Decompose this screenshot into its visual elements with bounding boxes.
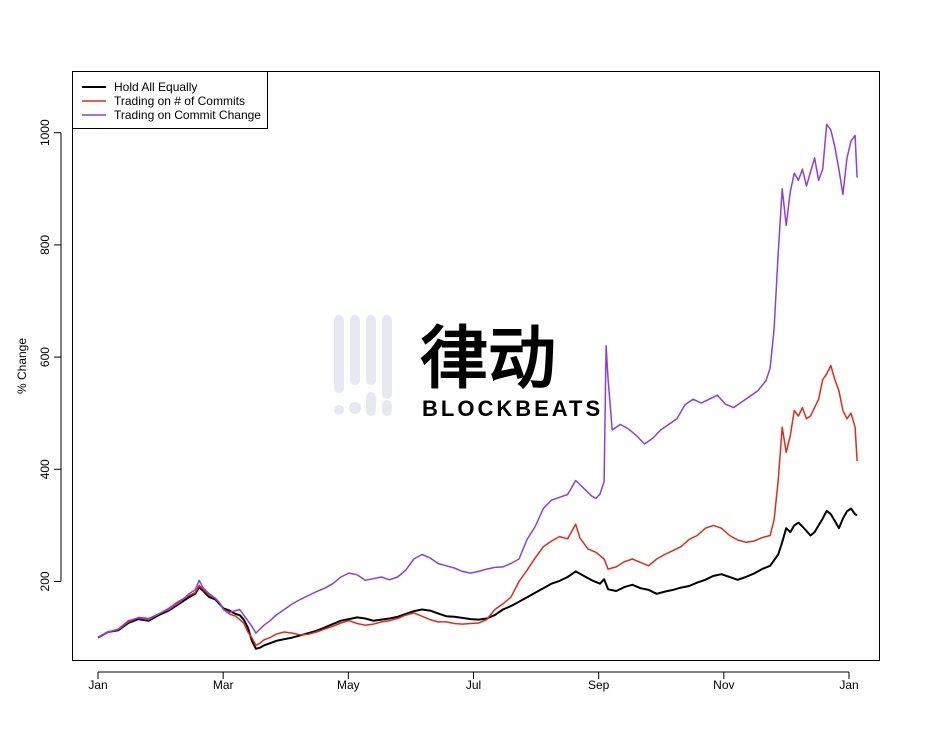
legend-label-commits: Trading on # of Commits [114, 94, 245, 108]
y-tick-label: 1000 [38, 119, 52, 146]
y-axis-title: % Change [15, 338, 29, 394]
legend-box [72, 71, 268, 129]
x-tick-label: Jan [839, 678, 858, 692]
x-tick-label: May [337, 678, 360, 692]
watermark-logo: 律动 BLOCKBEATS [334, 315, 603, 421]
watermark-bars-icon [334, 315, 392, 416]
legend-label-hold-all: Hold All Equally [114, 80, 197, 94]
series-layer [97, 123, 858, 650]
plot-frame [72, 71, 880, 661]
watermark-en-text: BLOCKBEATS [422, 396, 603, 421]
x-tick-label: Nov [713, 678, 734, 692]
series-trading-on-commit-change [97, 123, 858, 639]
y-tick-label: 800 [38, 235, 52, 255]
series-trading-on-commits [97, 364, 858, 647]
y-tick-label: 600 [38, 347, 52, 367]
x-tick-label: Mar [213, 678, 234, 692]
axes: Jan Mar May Jul Sep Nov Jan 200 400 600 800 1000 [38, 119, 859, 692]
y-tick-label: 200 [38, 571, 52, 591]
series-hold-all-equally [97, 507, 858, 650]
x-tick-label: Jul [466, 678, 481, 692]
legend: Hold All Equally Trading on # of Commits… [72, 71, 268, 129]
y-tick-label: 400 [38, 459, 52, 479]
legend-label-commit-change: Trading on Commit Change [114, 108, 261, 122]
x-tick-label: Sep [588, 678, 610, 692]
x-tick-label: Jan [88, 678, 107, 692]
watermark-cn-text: 律动 [420, 321, 556, 397]
